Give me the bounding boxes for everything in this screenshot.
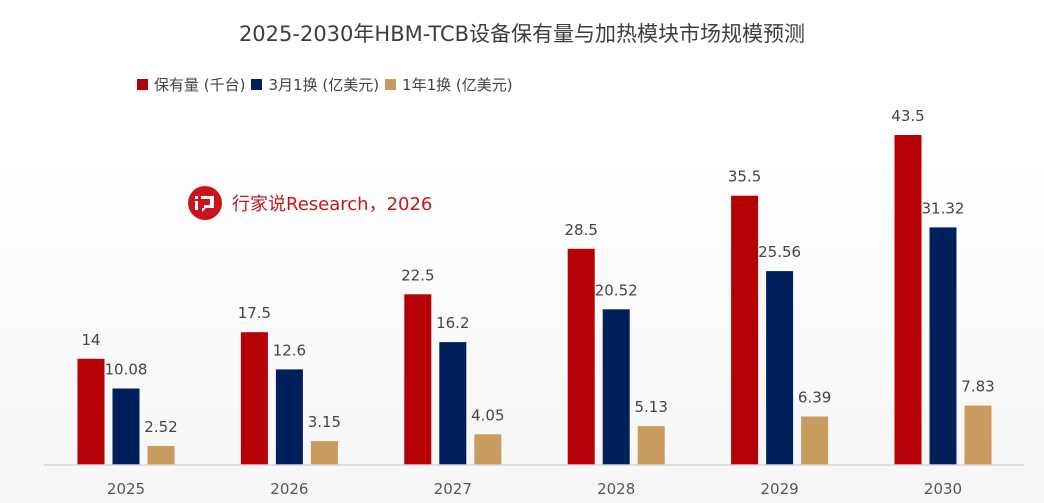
value-label-holdings-2029: 35.5: [728, 168, 761, 186]
value-label-holdings-2030: 43.5: [891, 107, 924, 125]
bar-holdings-2030: [894, 135, 922, 465]
bar-3month-2026: [275, 369, 303, 465]
watermark-text: 行家说Research，2026: [232, 194, 433, 215]
legend-label-holdings: 保有量 (千台): [154, 76, 246, 94]
value-label-1year-2027: 4.05: [471, 406, 504, 424]
value-label-1year-2025: 2.52: [144, 418, 177, 436]
legend-swatch-3month: [251, 79, 263, 90]
value-label-holdings-2026: 17.5: [238, 304, 271, 322]
watermark: 行家说Research，2026: [188, 186, 432, 220]
value-label-3month-2028: 20.52: [595, 281, 638, 299]
bar-holdings-2026: [240, 332, 268, 465]
value-label-3month-2027: 16.2: [436, 314, 469, 332]
bar-3month-2025: [112, 388, 140, 465]
legend-swatch-holdings: [137, 79, 148, 90]
bar-holdings-2027: [404, 294, 432, 465]
legend-item-3month: 3月1换 (亿美元): [251, 74, 379, 95]
legend-label-3month: 3月1换 (亿美元): [268, 76, 380, 94]
value-label-1year-2026: 3.15: [308, 413, 341, 431]
value-label-holdings-2028: 28.5: [564, 221, 597, 239]
bar-3month-2028: [602, 309, 630, 465]
bar-1year-2030: [964, 405, 992, 465]
x-tick-label-2025: 2025: [107, 480, 145, 498]
legend: 保有量 (千台) 3月1换 (亿美元) 1年1换 (亿美元): [137, 74, 519, 95]
legend-item-holdings: 保有量 (千台): [137, 74, 245, 95]
value-label-3month-2030: 31.32: [922, 199, 965, 217]
x-tick-label-2026: 2026: [270, 480, 308, 498]
value-label-1year-2030: 7.83: [961, 378, 994, 396]
bar-3month-2029: [766, 271, 794, 465]
bar-holdings-2028: [567, 248, 595, 465]
bar-holdings-2025: [77, 358, 105, 465]
bar-1year-2026: [310, 441, 338, 465]
value-label-3month-2029: 25.56: [758, 243, 801, 261]
bars-group: 14 10.08 2.52 17.5 12.6 3.15 22.5 16.2 4.05 28.5 2…: [77, 107, 995, 465]
bar-holdings-2029: [731, 195, 759, 465]
x-tick-label-2029: 2029: [761, 480, 799, 498]
value-label-3month-2026: 12.6: [273, 341, 306, 359]
bar-3month-2027: [439, 342, 467, 465]
bar-1year-2028: [637, 426, 665, 465]
bar-1year-2027: [474, 434, 502, 465]
value-label-holdings-2025: 14: [81, 331, 100, 349]
chart-title: 2025-2030年HBM-TCB设备保有量与加热模块市场规模预测: [238, 22, 806, 46]
value-label-3month-2025: 10.08: [105, 361, 148, 379]
legend-swatch-1year: [385, 79, 397, 90]
value-label-holdings-2027: 22.5: [401, 266, 434, 284]
legend-label-1year: 1年1换 (亿美元): [402, 76, 513, 94]
value-label-1year-2029: 6.39: [798, 389, 831, 407]
bar-1year-2029: [801, 416, 829, 465]
brand-logo-icon: [188, 186, 222, 220]
x-tick-label-2030: 2030: [924, 480, 962, 498]
x-tick-label-2028: 2028: [597, 480, 635, 498]
legend-item-1year: 1年1换 (亿美元): [385, 74, 513, 95]
x-tick-label-2027: 2027: [434, 480, 472, 498]
value-label-1year-2028: 5.13: [634, 398, 667, 416]
bar-1year-2025: [147, 445, 175, 465]
bar-3month-2030: [929, 227, 957, 465]
x-ticks-group: 2025 2026 2027 2028 2029 2030: [107, 480, 962, 498]
